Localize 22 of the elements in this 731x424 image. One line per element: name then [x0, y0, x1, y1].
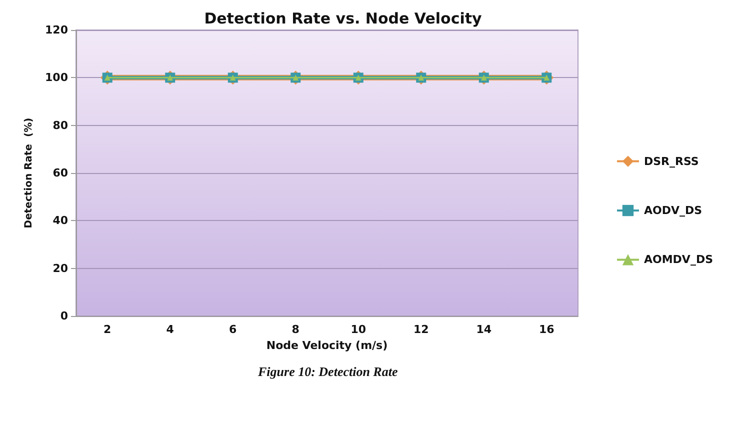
caption: Figure 10: Detection Rate — [257, 364, 398, 379]
y-tick-label: 60 — [52, 166, 68, 180]
x-tick-label: 6 — [229, 323, 238, 336]
y-tick-label: 120 — [45, 24, 68, 36]
y-tick-label: 20 — [52, 262, 68, 275]
y-tick-label: 100 — [45, 71, 68, 84]
x-tick-label: 12 — [413, 323, 429, 336]
legend-label: AOMDV_DS — [644, 253, 714, 266]
x-tick-label: 4 — [166, 323, 174, 336]
y-axis-title: Detection Rate (%) — [24, 118, 35, 228]
y-tick-label: 0 — [60, 310, 68, 322]
y-tick-label: 40 — [52, 214, 68, 228]
x-tick-label: 2 — [104, 323, 112, 336]
legend-label: DSR_RSS — [644, 154, 699, 168]
y-tick-label: 80 — [52, 118, 68, 132]
x-tick-label: 8 — [292, 323, 300, 336]
legend-label: AODV_DS — [644, 204, 702, 217]
x-tick-label: 10 — [350, 323, 366, 336]
x-tick-label: 14 — [476, 323, 492, 336]
chart-title: Detection Rate vs. Node Velocity — [204, 10, 482, 28]
x-axis-title: Node Velocity (m/s) — [266, 339, 388, 352]
x-tick-label: 16 — [538, 323, 555, 336]
